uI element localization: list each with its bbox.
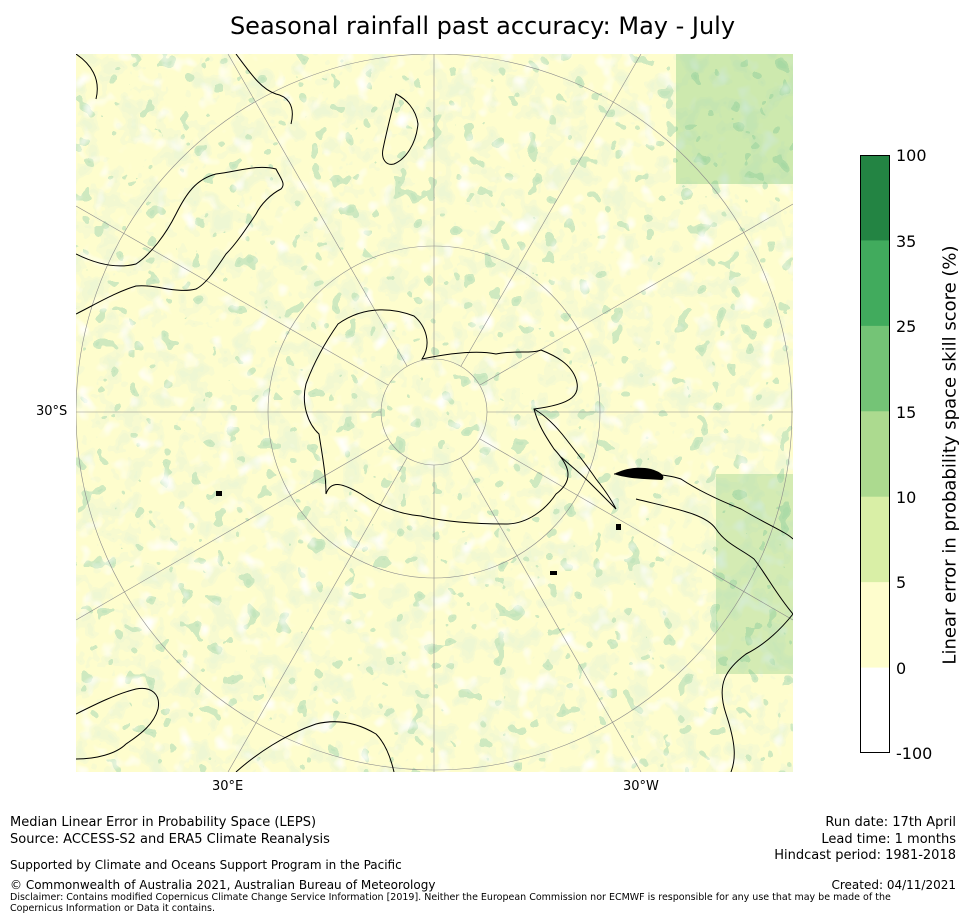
- colorbar-swatch: [860, 411, 890, 498]
- australia-coastline: [76, 687, 395, 772]
- high-skill-area: [676, 54, 793, 184]
- footer-disclaimer: Disclaimer: Contains modified Copernicus…: [10, 892, 891, 914]
- footer-method: Median Linear Error in Probability Space…: [10, 815, 317, 830]
- footer-source: Source: ACCESS-S2 and ERA5 Climate Reana…: [10, 832, 330, 847]
- africa-coastline: [76, 166, 284, 315]
- footer-created: Created: 04/11/2021: [831, 878, 956, 892]
- colorbar-swatch: [860, 155, 890, 241]
- skill-field-negative: [76, 54, 793, 772]
- madagascar-coastline: [382, 93, 419, 165]
- colorbar-swatch: [860, 582, 890, 669]
- colorbar-tick: 25: [896, 317, 917, 336]
- colorbar-tick: 5: [896, 573, 907, 592]
- australia-northwest-coastline: [76, 54, 98, 100]
- colorbar-tick: 100: [896, 146, 927, 165]
- polar-map: [76, 54, 793, 772]
- colorbar-swatch: [860, 667, 890, 754]
- kerguelen-island: [216, 491, 222, 496]
- antarctic-peninsula: [533, 408, 617, 510]
- colorbar-swatch: [860, 496, 890, 583]
- antarctica-coastline: [303, 309, 578, 525]
- colorbar-tick: -100: [896, 744, 933, 763]
- colorbar-swatch: [860, 325, 890, 412]
- colorbar-outline: [860, 155, 890, 753]
- colorbar-tick: 35: [896, 232, 917, 251]
- footer-run-date: Run date: 17th April: [825, 815, 956, 830]
- chart-title: Seasonal rainfall past accuracy: May - J…: [229, 12, 736, 40]
- footer-hindcast-period: Hindcast period: 1981-2018: [774, 848, 956, 863]
- map-canvas: [76, 54, 793, 772]
- lon-label-30w: 30°W: [623, 779, 659, 794]
- colorbar: [860, 155, 890, 754]
- footer-copyright: © Commonwealth of Australia 2021, Austra…: [10, 878, 436, 892]
- colorbar-tick: 10: [896, 488, 917, 507]
- south-georgia-island: [550, 571, 557, 575]
- arabia-coastline: [235, 54, 293, 125]
- lon-label-30e: 30°E: [212, 779, 244, 794]
- colorbar-tick: 0: [896, 659, 907, 678]
- footer-lead-time: Lead time: 1 months: [821, 832, 956, 847]
- footer-supported: Supported by Climate and Oceans Support …: [10, 858, 402, 872]
- graticule: [76, 54, 793, 772]
- falkland-islands: [616, 524, 621, 530]
- south-america-west-coast: [721, 613, 793, 772]
- high-skill-area: [716, 474, 793, 674]
- lat-label-30s: 30°S: [36, 404, 68, 419]
- coastlines: [76, 54, 793, 772]
- south-america-tip: [614, 467, 664, 480]
- colorbar-swatches: [860, 155, 890, 754]
- colorbar-tick: 15: [896, 403, 917, 422]
- islands: [216, 467, 664, 575]
- colorbar-swatch: [860, 240, 890, 327]
